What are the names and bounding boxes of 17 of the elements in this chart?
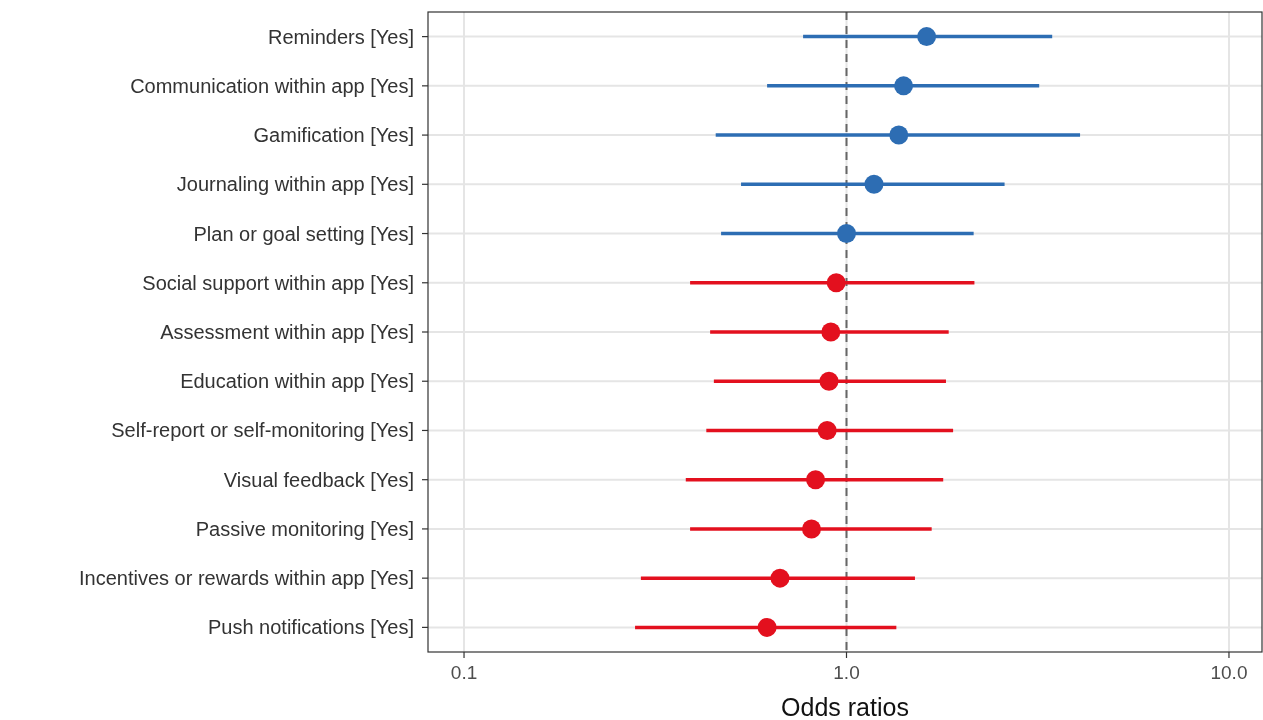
y-tick-label: Passive monitoring [Yes] bbox=[195, 517, 414, 540]
x-tick-label: 0.1 bbox=[450, 662, 478, 683]
x-axis-title: Odds ratios bbox=[781, 693, 909, 720]
y-tick-label: Communication within app [Yes] bbox=[130, 74, 414, 97]
y-tick-label: Social support within app [Yes] bbox=[142, 271, 414, 294]
y-tick-label: Self-report or self-monitoring [Yes] bbox=[111, 419, 414, 442]
x-tick-label: 10.0 bbox=[1210, 662, 1248, 683]
y-tick-label: Assessment within app [Yes] bbox=[160, 321, 414, 343]
y-tick-label: Incentives or rewards within app [Yes] bbox=[79, 567, 414, 590]
y-tick-label: Visual feedback [Yes] bbox=[223, 468, 414, 491]
y-tick-label: Push notifications [Yes] bbox=[207, 616, 414, 639]
y-tick-label: Plan or goal setting [Yes] bbox=[193, 222, 414, 245]
y-tick-label: Gamification [Yes] bbox=[253, 124, 414, 147]
x-tick-label: 1.0 bbox=[833, 662, 860, 683]
y-tick-label: Education within app [Yes] bbox=[180, 370, 414, 393]
y-tick-label: Journaling within app [Yes] bbox=[176, 173, 414, 196]
y-tick-label: Reminders [Yes] bbox=[268, 25, 414, 48]
